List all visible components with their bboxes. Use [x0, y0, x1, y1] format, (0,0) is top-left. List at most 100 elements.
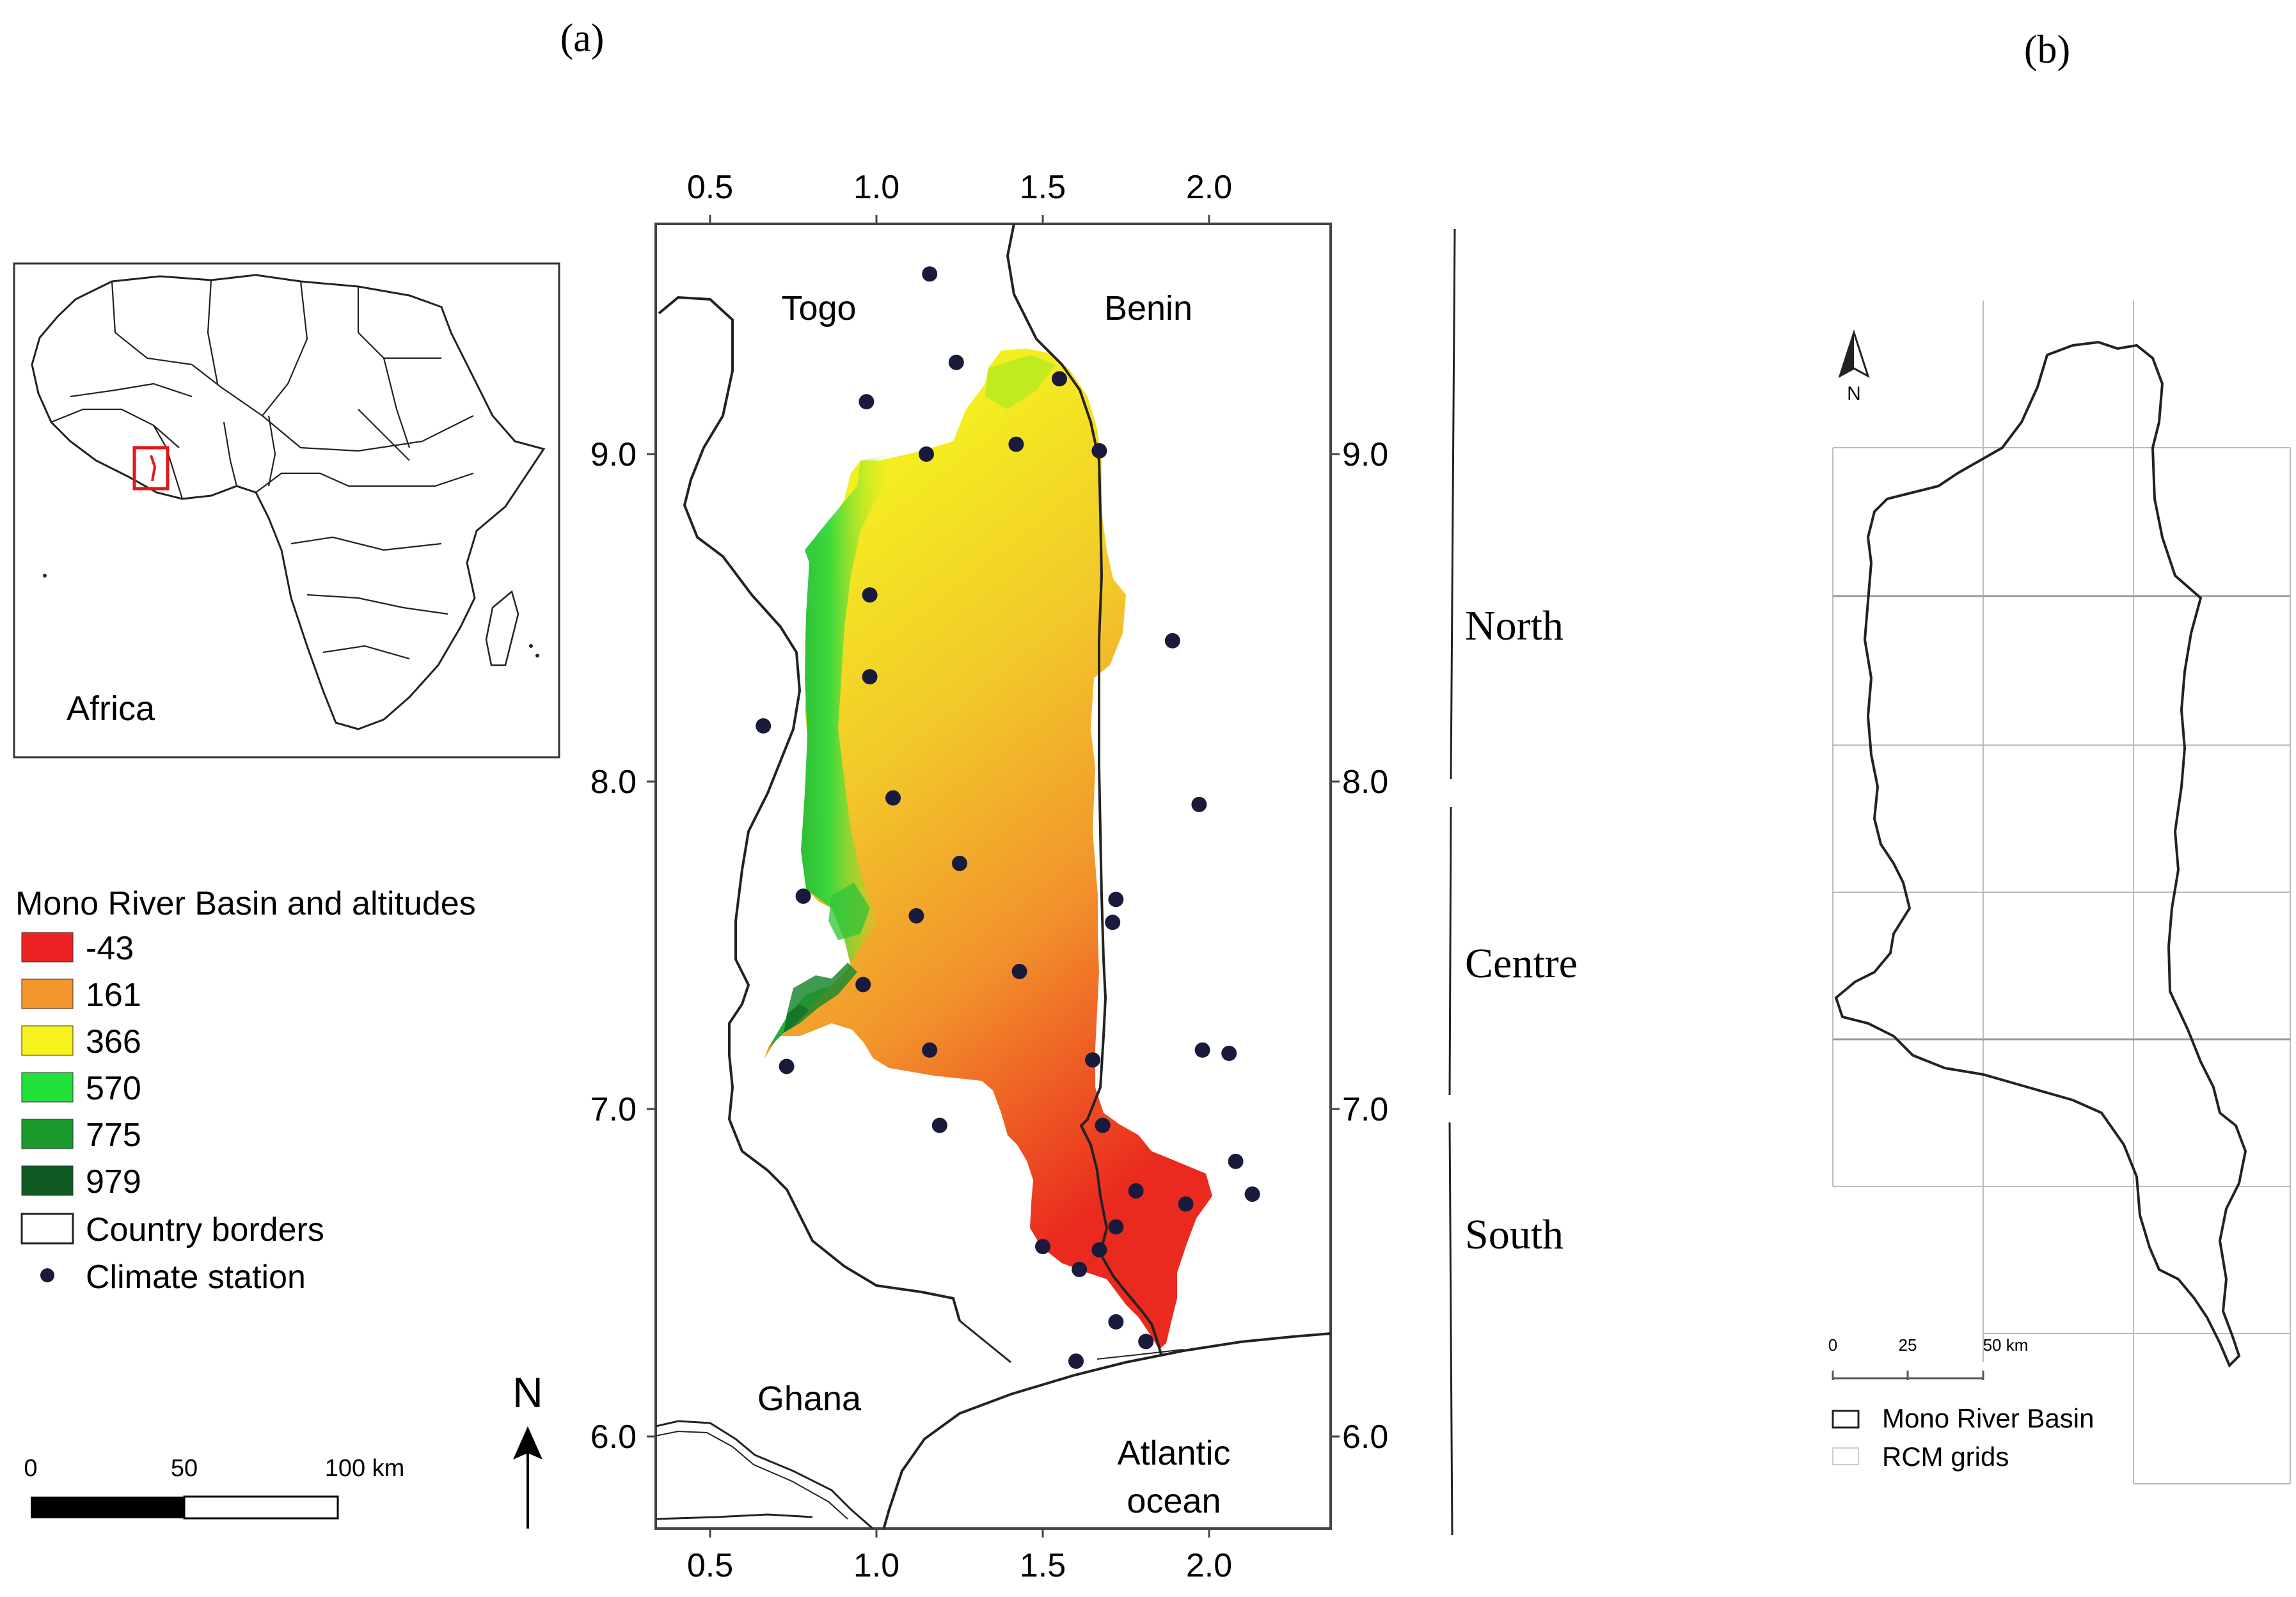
map-axis-ticks: 0.5 0.5 1.0 1.0 1.5 1.5 2.0 2.0 9.0 9.0 8.0 8.0 7.0 7…: [590, 169, 1389, 1584]
legend-swatch-borders: [20, 1213, 74, 1245]
scalebar-tick-0: 0: [24, 1455, 37, 1482]
legend-swatch-4: [21, 1119, 74, 1149]
legend-swatch-1: [21, 979, 74, 1009]
legend-label-0: -43: [86, 930, 134, 967]
north-arrow-b-label: N: [1847, 383, 1861, 404]
border-togo-benin: [1006, 224, 1162, 1355]
legend-b: Mono River Basin RCM grids: [1832, 1403, 2094, 1472]
panel-b: N 0 25 50 km Mono River Basin RCM grids: [1828, 301, 2291, 1484]
study-area-marker: [132, 446, 170, 491]
y-tick-label-right-1: 8.0: [1342, 764, 1388, 801]
climate-station-34: [1072, 1261, 1088, 1277]
climate-station-31: [1108, 1219, 1124, 1235]
scale-b-25: 25: [1899, 1335, 1917, 1355]
legend-label-3: 570: [86, 1070, 141, 1107]
climate-station-6: [1091, 443, 1107, 459]
climate-station-19: [1011, 963, 1027, 979]
region-brackets: North Centre South: [1448, 228, 1578, 1536]
y-tick-label-left-3: 6.0: [590, 1419, 637, 1456]
climate-station-18: [855, 977, 871, 993]
climate-station-29: [1178, 1196, 1194, 1212]
x-tick-label-top-1: 1.0: [853, 169, 899, 206]
label-ocean: ocean: [1127, 1482, 1221, 1520]
legend-b-basin: Mono River Basin: [1882, 1403, 2094, 1433]
main-map: Togo Benin Ghana Atlantic ocean 0.5 0.5 1.…: [590, 169, 1389, 1584]
north-arrow-label: N: [512, 1369, 543, 1416]
climate-station-0: [922, 266, 938, 282]
legend-label-station: Climate station: [86, 1259, 306, 1296]
legend-symbol-station: [40, 1268, 54, 1282]
climate-station-8: [862, 669, 878, 685]
legend-swatch-5: [21, 1165, 74, 1196]
climate-station-1: [948, 354, 964, 370]
x-tick-label-top-2: 1.5: [1020, 169, 1066, 206]
panel-label-a: (a): [560, 17, 605, 60]
climate-station-25: [931, 1117, 947, 1133]
x-tick-label-bottom-3: 2.0: [1186, 1547, 1232, 1584]
climate-station-35: [1108, 1314, 1124, 1330]
label-ghana: Ghana: [757, 1380, 862, 1418]
climate-station-36: [1138, 1333, 1154, 1349]
climate-station-23: [1221, 1045, 1237, 1061]
climate-station-17: [1105, 915, 1121, 931]
scalebar-b: 0 25 50 km: [1828, 1335, 2029, 1380]
basin-outline-b: [1834, 340, 2247, 1368]
coastline: [882, 1332, 1331, 1529]
x-tick-label-top-3: 2.0: [1186, 169, 1232, 206]
climate-station-9: [1164, 633, 1180, 649]
africa-label: Africa: [67, 689, 155, 728]
climate-station-37: [1068, 1353, 1084, 1369]
climate-station-7: [862, 587, 878, 603]
rcm-grid: [1832, 301, 2291, 1484]
legend-label-4: 775: [86, 1117, 141, 1154]
africa-inset: Africa: [13, 262, 560, 759]
madagascar-island: [485, 590, 519, 666]
scalebar-tick-100: 100 km: [325, 1455, 405, 1482]
climate-station-32: [1035, 1239, 1050, 1255]
y-tick-label-right-2: 7.0: [1342, 1091, 1388, 1128]
north-arrow: N: [512, 1369, 543, 1529]
legend: Mono River Basin and altitudes -43 161 366…: [15, 885, 476, 1296]
scalebar-tick-50: 50: [171, 1455, 198, 1482]
climate-station-28: [1128, 1183, 1144, 1199]
climate-stations: [756, 266, 1260, 1369]
legend-label-5: 979: [86, 1163, 141, 1200]
climate-station-2: [1052, 371, 1067, 387]
climate-station-13: [952, 856, 967, 871]
climate-station-27: [1228, 1153, 1244, 1169]
label-benin: Benin: [1104, 289, 1192, 327]
africa-outline: [31, 274, 546, 730]
x-tick-label-bottom-0: 0.5: [687, 1547, 733, 1584]
y-tick-label-left-0: 9.0: [590, 436, 637, 473]
label-atlantic: Atlantic: [1117, 1434, 1230, 1472]
climate-station-26: [1095, 1117, 1111, 1133]
legend-swatch-0: [21, 932, 74, 963]
border-togo-ghana: [658, 295, 961, 1321]
climate-station-33: [1091, 1242, 1107, 1258]
legend-b-grids: RCM grids: [1882, 1442, 2009, 1472]
y-tick-label-left-2: 7.0: [590, 1091, 637, 1128]
x-tick-label-bottom-1: 1.0: [853, 1547, 899, 1584]
region-south: South: [1465, 1211, 1564, 1258]
x-tick-label-bottom-2: 1.5: [1020, 1547, 1066, 1584]
climate-station-3: [859, 394, 875, 410]
climate-station-15: [908, 908, 924, 924]
north-arrow-b: N: [1838, 329, 1870, 404]
climate-station-5: [1008, 436, 1024, 452]
legend-swatch-2: [21, 1025, 74, 1056]
scale-b-0: 0: [1828, 1335, 1837, 1355]
climate-station-4: [919, 446, 934, 462]
climate-station-12: [1191, 796, 1207, 812]
climate-station-21: [922, 1042, 938, 1058]
scale-b-50: 50 km: [1983, 1335, 2029, 1355]
y-tick-label-left-1: 8.0: [590, 764, 637, 801]
region-north: North: [1465, 602, 1564, 649]
y-tick-label-right-3: 6.0: [1342, 1419, 1388, 1456]
region-centre: Centre: [1465, 940, 1578, 987]
climate-station-10: [756, 718, 772, 734]
label-togo: Togo: [781, 289, 856, 327]
panel-label-b: (b): [2024, 28, 2070, 72]
climate-station-22: [1194, 1042, 1210, 1058]
legend-label-borders: Country borders: [86, 1211, 324, 1248]
